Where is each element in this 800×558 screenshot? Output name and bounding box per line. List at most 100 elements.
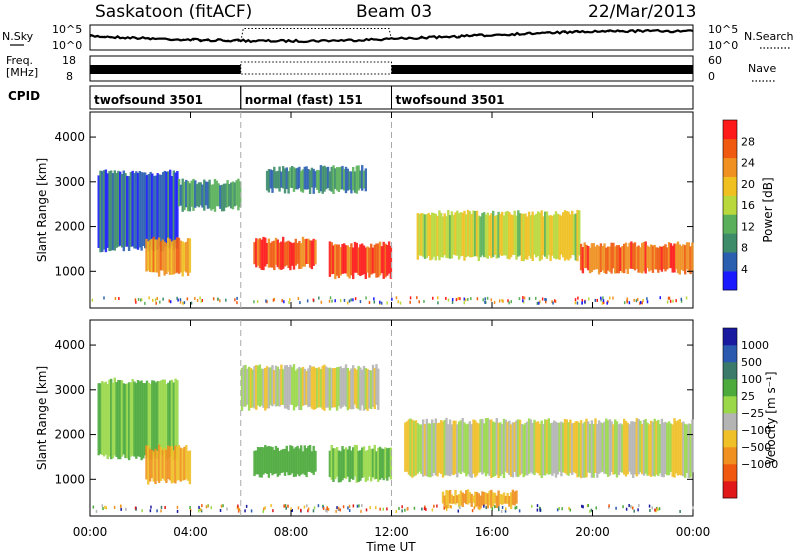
echo-cell <box>274 445 278 474</box>
echo-cell <box>635 246 638 269</box>
echo-cell <box>172 450 175 483</box>
echo-cell <box>583 242 586 269</box>
echo-cell <box>258 238 262 269</box>
echo-cell <box>177 179 181 207</box>
echo-cell <box>583 421 586 478</box>
echo-cell <box>662 422 665 478</box>
echo-cell <box>608 419 612 476</box>
echo-cell <box>359 170 362 189</box>
echo-cell <box>169 169 172 249</box>
echo-cell <box>156 450 159 481</box>
echo-cell <box>621 246 624 273</box>
echo-cell <box>465 214 468 258</box>
echo-speckle <box>587 504 590 508</box>
echo-speckle <box>556 508 559 512</box>
echo-cell <box>527 211 531 256</box>
echo-cell <box>597 420 601 474</box>
echo-speckle <box>473 506 476 510</box>
echo-cell <box>101 381 104 455</box>
echo-cell <box>585 418 588 478</box>
echo-speckle <box>335 509 337 513</box>
echo-cell <box>653 244 656 270</box>
echo-cell <box>509 424 513 477</box>
echo-cell <box>289 167 292 188</box>
echo-cell <box>124 383 127 459</box>
echo-speckle <box>179 300 182 304</box>
echo-speckle <box>628 301 631 305</box>
echo-speckle <box>508 301 510 305</box>
echo-cell <box>334 168 337 189</box>
echo-cell <box>269 169 272 189</box>
echo-cell <box>210 184 213 211</box>
echo-speckle <box>356 504 359 508</box>
echo-cell <box>452 420 455 476</box>
echo-speckle <box>666 300 669 304</box>
echo-cell <box>362 170 366 189</box>
echo-cell <box>99 170 102 253</box>
echo-speckle <box>134 298 137 302</box>
echo-cell <box>144 172 147 249</box>
echo-cell <box>474 420 477 478</box>
echo-cell <box>377 243 380 278</box>
freq-right-tick-top: 60 <box>708 54 722 67</box>
echo-cell <box>565 419 568 475</box>
echo-cell <box>341 446 344 481</box>
echo-cell <box>624 242 628 270</box>
echo-cell <box>264 237 267 267</box>
echo-cell <box>152 236 155 273</box>
echo-cell <box>538 212 542 262</box>
echo-cell <box>619 247 622 271</box>
echo-cell <box>278 166 281 192</box>
echo-speckle <box>334 299 336 303</box>
y-tick-label-3: 4000 <box>54 130 85 144</box>
echo-cell <box>145 238 148 272</box>
date-title: 22/Mar/2013 <box>588 2 696 22</box>
echo-cell <box>310 451 314 473</box>
echo-cell <box>300 445 303 475</box>
echo-cell <box>366 246 369 273</box>
echo-cell <box>450 211 454 259</box>
echo-cell <box>553 214 556 259</box>
echo-speckle <box>299 301 301 305</box>
echo-cell <box>422 419 425 477</box>
echo-cell <box>148 239 152 272</box>
echo-speckle <box>536 301 539 305</box>
echo-cell <box>159 241 163 271</box>
echo-speckle <box>600 296 602 300</box>
echo-cell <box>312 168 315 194</box>
echo-speckle <box>589 509 591 513</box>
echo-cell <box>612 242 615 269</box>
echo-cell <box>370 370 373 409</box>
echo-cell <box>502 215 506 256</box>
echo-cell <box>461 492 464 507</box>
echo-cell <box>339 451 342 483</box>
echo-cell <box>499 493 502 505</box>
echo-cell <box>678 244 681 275</box>
echo-speckle <box>149 509 152 513</box>
echo-cell <box>423 214 427 259</box>
echo-cell <box>375 451 378 479</box>
echo-speckle <box>272 298 275 302</box>
echo-cell <box>477 493 480 510</box>
echo-cell <box>102 170 106 250</box>
x-tick-labels: 00:00 04:00 08:00 12:00 16:00 20:00 00:00 <box>73 525 711 539</box>
echo-speckle <box>386 507 388 511</box>
echo-cell <box>587 421 590 473</box>
echo-speckle <box>156 297 158 301</box>
echo-speckle <box>336 506 338 510</box>
echo-speckle <box>639 301 641 305</box>
echo-cell <box>619 423 622 473</box>
echo-cell <box>373 244 376 274</box>
echo-cell <box>346 245 349 277</box>
echo-speckle <box>510 300 513 304</box>
echo-cell <box>474 491 477 508</box>
echo-cell <box>308 240 312 268</box>
cpid-label: CPID <box>8 89 40 103</box>
echo-speckle <box>449 505 452 509</box>
echo-cell <box>373 444 376 480</box>
echo-cell <box>111 382 115 459</box>
echo-speckle <box>485 506 487 510</box>
echo-cell <box>101 171 104 252</box>
echo-cell <box>317 367 321 408</box>
echo-cell <box>536 211 540 256</box>
